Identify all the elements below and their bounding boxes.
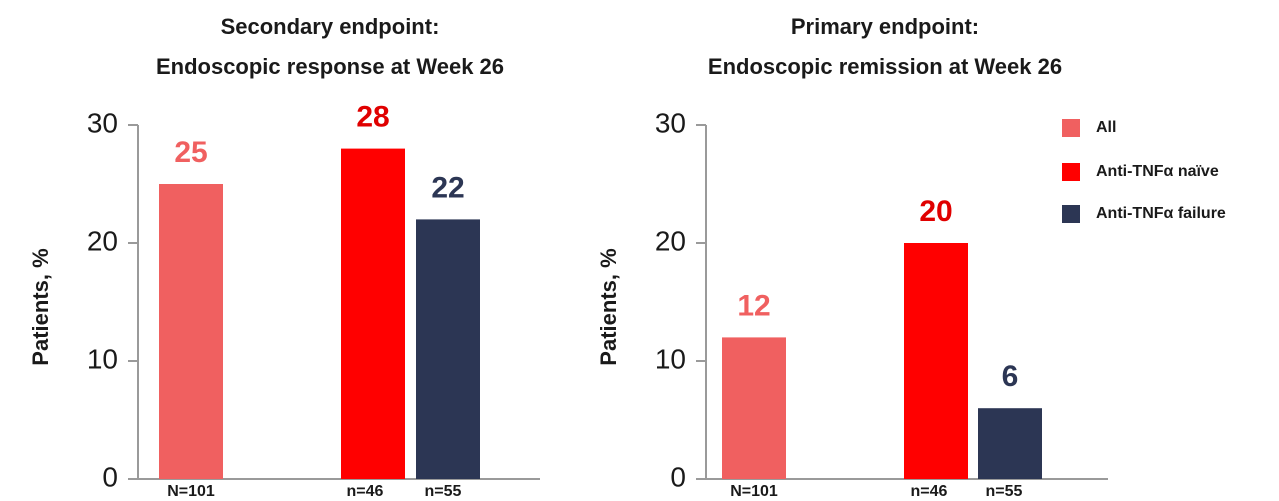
bar-naive [341,148,405,479]
n-label-failure: n=55 [986,483,1023,500]
bar-failure [978,408,1042,479]
chart-title-line: Endoscopic response at Week 26 [156,54,504,79]
n-label-naive: n=46 [347,483,384,500]
y-axis-label: Patients, % [596,248,621,365]
legend-swatch-failure [1062,205,1080,223]
y-tick-label: 0 [670,461,686,492]
y-tick-label: 30 [87,107,118,138]
y-axis-label: Patients, % [28,248,53,365]
y-tick-label: 30 [655,107,686,138]
legend-swatch-naive [1062,163,1080,181]
data-label-failure: 6 [1002,360,1019,393]
data-label-naive: 28 [356,101,389,134]
legend: All Anti-TNFα naïve Anti-TNFα failure [1062,119,1226,223]
legend-label-naive: Anti-TNFα naïve [1096,163,1219,180]
chart-panel-2: Primary endpoint: Endoscopic remission at… [596,14,1108,500]
chart-title-line: Secondary endpoint: [221,14,440,39]
chart-title-line: Primary endpoint: [791,14,979,39]
legend-label-all: All [1096,119,1116,136]
legend-label-failure: Anti-TNFα failure [1096,205,1226,222]
bar-naive [904,243,968,479]
n-label-naive: n=46 [911,483,948,500]
data-label-all: 25 [174,136,207,169]
n-label-all: N=101 [730,483,778,500]
bar-all [722,337,786,479]
data-label-naive: 20 [919,195,952,228]
y-tick-label: 20 [87,225,118,256]
chart-title-line: Endoscopic remission at Week 26 [708,54,1062,79]
n-label-failure: n=55 [425,483,462,500]
y-tick-label: 10 [655,343,686,374]
y-tick-label: 0 [102,461,118,492]
chart-panel-1: Secondary endpoint: Endoscopic response a… [28,14,540,500]
n-label-all: N=101 [167,483,215,500]
data-label-failure: 22 [431,171,464,204]
bar-all [159,184,223,479]
bar-failure [416,219,480,479]
data-label-all: 12 [737,289,770,322]
y-tick-label: 20 [655,225,686,256]
y-tick-label: 10 [87,343,118,374]
legend-swatch-all [1062,119,1080,137]
